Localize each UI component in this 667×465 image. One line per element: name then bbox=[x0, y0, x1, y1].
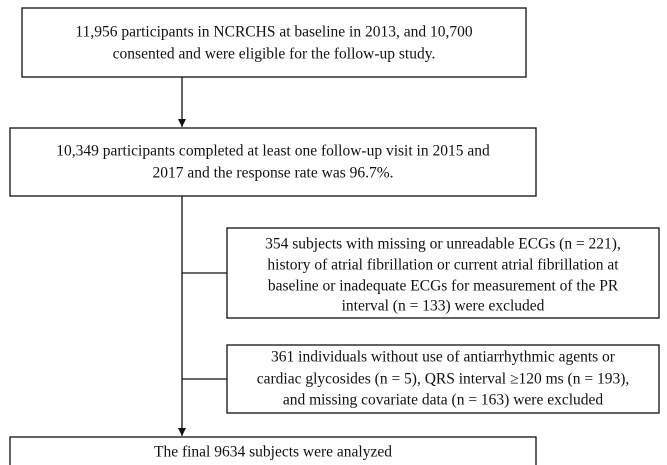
node-text: interval (n = 133) were excluded bbox=[342, 298, 545, 315]
node-text: consented and were eligible for the foll… bbox=[113, 46, 436, 63]
box-exclusion-2 bbox=[226, 344, 660, 414]
node-text: 361 individuals without use of antiarrhy… bbox=[271, 349, 616, 366]
node-text: and missing covariate data (n = 163) wer… bbox=[283, 392, 604, 409]
box-final bbox=[9, 436, 537, 465]
node-text: The final 9634 subjects were analyzed bbox=[154, 444, 392, 461]
node-text: history of atrial fibrillation or curren… bbox=[267, 257, 619, 274]
node-text: 10,349 participants completed at least o… bbox=[56, 143, 490, 160]
node-text: baseline or inadequate ECGs for measurem… bbox=[268, 278, 619, 295]
node-text: 2017 and the response rate was 96.7%. bbox=[152, 165, 393, 182]
box-baseline bbox=[21, 7, 527, 78]
node-text: cardiac glycosides (n = 5), QRS interval… bbox=[257, 371, 630, 388]
node-text: 354 subjects with missing or unreadable … bbox=[265, 236, 621, 253]
box-followup bbox=[9, 127, 537, 197]
box-exclusion-1 bbox=[226, 227, 660, 319]
node-text: 11,956 participants in NCRCHS at baselin… bbox=[75, 24, 472, 41]
